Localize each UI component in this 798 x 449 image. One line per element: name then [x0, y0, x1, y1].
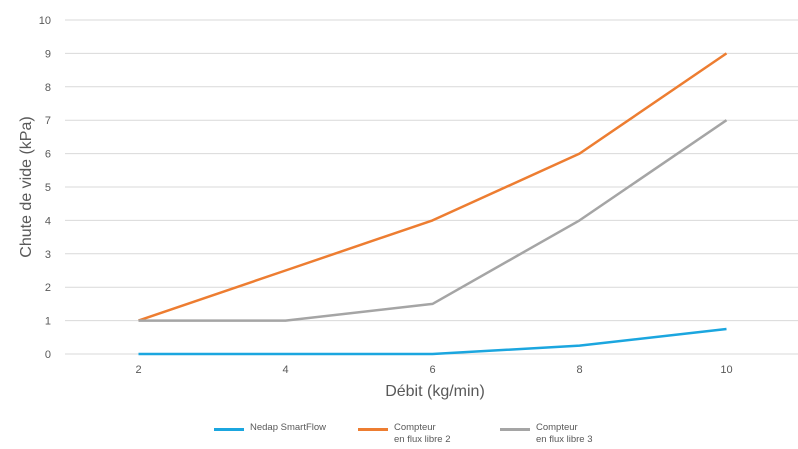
x-axis-ticks: 2 4 6 8 10 — [135, 364, 732, 376]
x-tick-label: 6 — [429, 364, 435, 376]
x-axis-title: Débit (kg/min) — [385, 383, 485, 400]
y-tick-label: 5 — [45, 182, 51, 194]
y-tick-label: 8 — [45, 82, 51, 94]
legend-label: Compteur en flux libre 2 — [394, 422, 451, 446]
legend-item-3: Compteur en flux libre 3 — [500, 422, 593, 446]
y-tick-label: 1 — [45, 316, 51, 328]
chart-legend: Nedap SmartFlow Compteur en flux libre 2 C… — [0, 422, 798, 449]
x-tick-label: 2 — [135, 364, 141, 376]
y-axis-ticks: 0 1 2 3 4 5 6 7 8 9 10 — [39, 15, 51, 361]
legend-swatch — [214, 428, 244, 431]
legend-item-1: Nedap SmartFlow — [214, 422, 326, 434]
y-axis-title: Chute de vide (kPa) — [18, 116, 35, 257]
y-tick-label: 0 — [45, 349, 51, 361]
y-tick-label: 6 — [45, 149, 51, 161]
y-tick-label: 7 — [45, 115, 51, 127]
x-tick-label: 10 — [720, 364, 732, 376]
y-tick-label: 2 — [45, 282, 51, 294]
legend-label: Nedap SmartFlow — [250, 422, 326, 434]
legend-swatch — [358, 428, 388, 431]
y-tick-label: 10 — [39, 15, 51, 27]
x-tick-label: 4 — [282, 364, 288, 376]
y-tick-label: 3 — [45, 249, 51, 261]
y-tick-label: 9 — [45, 48, 51, 60]
legend-swatch — [500, 428, 530, 431]
y-tick-label: 4 — [45, 215, 51, 227]
series-line-1 — [139, 329, 727, 354]
legend-item-2: Compteur en flux libre 2 — [358, 422, 451, 446]
legend-label: Compteur en flux libre 3 — [536, 422, 593, 446]
series-lines — [139, 53, 727, 354]
x-tick-label: 8 — [576, 364, 582, 376]
